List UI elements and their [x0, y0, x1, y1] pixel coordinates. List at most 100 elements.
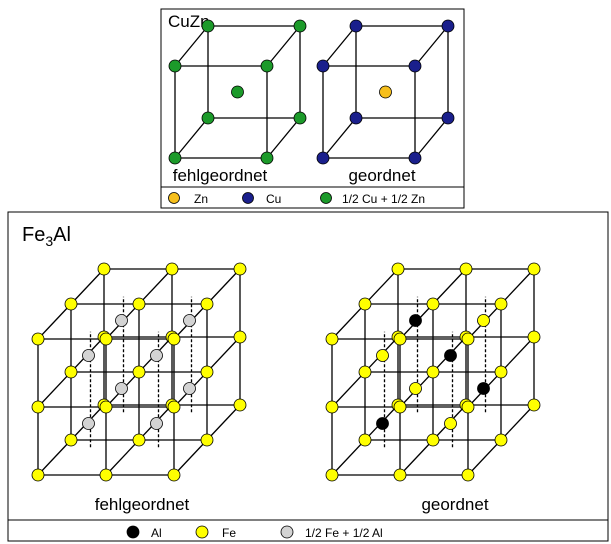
- fe-lattice-atom: [64, 297, 78, 311]
- fe-lattice-atom: [393, 468, 407, 482]
- legend-cuzn-mix-marker: [320, 192, 332, 204]
- cuzn-ordered-label: geordnet: [348, 166, 415, 185]
- mixed-site-atom: [115, 314, 128, 327]
- corner-atom: [260, 59, 274, 73]
- fe3al-disordered-label: fehlgeordnet: [95, 495, 190, 514]
- corner-atom: [349, 111, 363, 125]
- fe-lattice-atom: [426, 297, 440, 311]
- corner-atom: [260, 151, 274, 165]
- fe-lattice-atom: [358, 297, 372, 311]
- fe-lattice-atom: [358, 433, 372, 447]
- cell-edge: [174, 25, 209, 67]
- fe-lattice-atom: [325, 400, 339, 414]
- mixed-site-atom: [82, 349, 95, 362]
- corner-atom: [316, 59, 330, 73]
- fe-lattice-atom: [233, 262, 247, 276]
- fe-site-atom: [409, 382, 422, 395]
- legend-fe-al-mix-marker: [280, 525, 294, 539]
- fe-lattice-atom: [31, 332, 45, 346]
- fe-lattice-atom: [391, 262, 405, 276]
- cell-edge: [322, 117, 357, 159]
- legend-cu-label: Cu: [266, 192, 281, 206]
- corner-atom: [168, 59, 182, 73]
- corner-atom: [201, 111, 215, 125]
- corner-atom: [441, 111, 455, 125]
- mixed-site-atom: [115, 382, 128, 395]
- legend-zn-label: Zn: [194, 192, 208, 206]
- fe-lattice-atom: [167, 400, 181, 414]
- fe-lattice-atom: [494, 297, 508, 311]
- fe-lattice-atom: [167, 332, 181, 346]
- cell-edge: [266, 117, 301, 159]
- cuzn-disordered-cell: [168, 19, 307, 165]
- fe-lattice-atom: [99, 468, 113, 482]
- legend-al-label: Al: [151, 526, 162, 540]
- fe-lattice-atom: [167, 468, 181, 482]
- fe-lattice-atom: [99, 332, 113, 346]
- fe3al-title: Fe3Al: [22, 224, 71, 249]
- al-atom: [409, 314, 422, 327]
- corner-atom: [441, 19, 455, 33]
- fe-lattice-atom: [358, 365, 372, 379]
- fe-lattice-atom: [200, 433, 214, 447]
- legend-cu-marker: [242, 192, 254, 204]
- mixed-site-atom: [150, 417, 163, 430]
- corner-atom: [293, 19, 307, 33]
- al-atom: [376, 417, 389, 430]
- corner-atom: [349, 19, 363, 33]
- fe3al-title-tail: Al: [53, 224, 71, 246]
- al-atom: [444, 349, 457, 362]
- fe-lattice-atom: [393, 400, 407, 414]
- mixed-site-atom: [183, 382, 196, 395]
- fe-lattice-atom: [165, 262, 179, 276]
- corner-atom: [408, 59, 422, 73]
- fe-lattice-atom: [99, 400, 113, 414]
- fe-lattice-atom: [461, 468, 475, 482]
- fe-lattice-atom: [527, 330, 541, 344]
- fe-lattice-atom: [461, 332, 475, 346]
- fe-lattice-atom: [325, 468, 339, 482]
- fe-lattice-atom: [233, 398, 247, 412]
- center-atom: [231, 85, 244, 99]
- fe-lattice-atom: [426, 433, 440, 447]
- fe3al-ordered-cell: [325, 262, 541, 482]
- fe-lattice-atom: [64, 365, 78, 379]
- legend-fe-marker: [195, 525, 209, 539]
- mixed-site-atom: [150, 349, 163, 362]
- fe3al-disordered-cell: [31, 262, 247, 482]
- fe3al-ordered-label: geordnet: [421, 495, 488, 514]
- fe-lattice-atom: [132, 433, 146, 447]
- fe3al-title-main: Fe: [22, 224, 45, 246]
- cell-edge: [414, 25, 449, 67]
- cuzn-ordered-cell: [316, 19, 455, 165]
- fe-lattice-atom: [31, 468, 45, 482]
- fe-lattice-atom: [527, 262, 541, 276]
- fe-lattice-atom: [64, 433, 78, 447]
- fe-lattice-atom: [132, 297, 146, 311]
- al-atom: [477, 382, 490, 395]
- cell-edge: [266, 25, 301, 67]
- cuzn-title: CuZn: [168, 12, 210, 31]
- legend-fe-al-mix-label: 1/2 Fe + 1/2 Al: [305, 526, 383, 540]
- fe-lattice-atom: [461, 400, 475, 414]
- fe-site-atom: [376, 349, 389, 362]
- mixed-site-atom: [82, 417, 95, 430]
- fe-lattice-atom: [527, 398, 541, 412]
- cuzn-disordered-label: fehlgeordnet: [173, 166, 268, 185]
- cell-edge: [174, 117, 209, 159]
- fe-lattice-atom: [325, 332, 339, 346]
- fe-lattice-atom: [233, 330, 247, 344]
- corner-atom: [201, 19, 215, 33]
- fe-lattice-atom: [200, 365, 214, 379]
- fe-lattice-atom: [31, 400, 45, 414]
- fe-lattice-atom: [132, 365, 146, 379]
- corner-atom: [293, 111, 307, 125]
- fe-lattice-atom: [459, 262, 473, 276]
- cuzn-panel-frame: [160, 8, 465, 209]
- fe-site-atom: [477, 314, 490, 327]
- corner-atom: [168, 151, 182, 165]
- fe-lattice-atom: [97, 262, 111, 276]
- cell-edge: [322, 25, 357, 67]
- cell-edge: [414, 117, 449, 159]
- mixed-site-atom: [183, 314, 196, 327]
